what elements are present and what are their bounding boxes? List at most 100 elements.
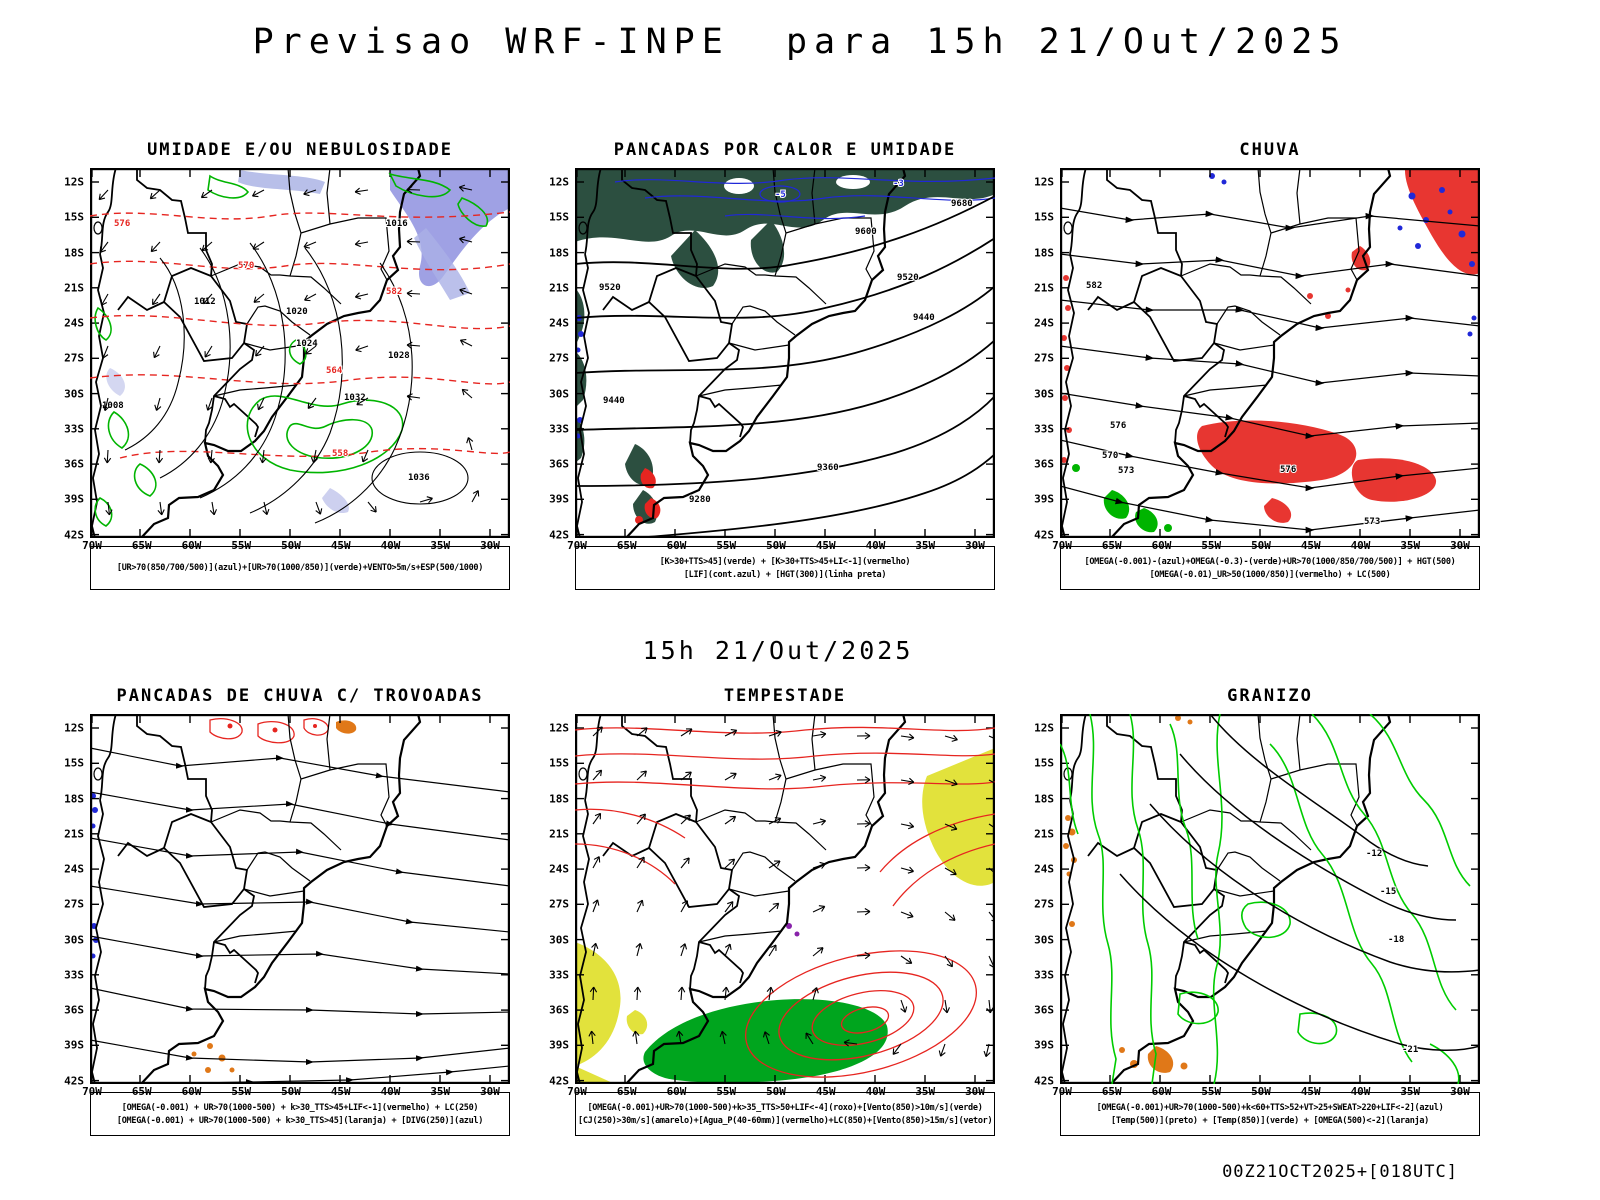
panel-grid: UMIDADE E/OU NEBULOSIDADE 12S 15S 18S 21S 24… xyxy=(64,140,1480,1136)
panel-title: CHUVA xyxy=(1239,140,1301,160)
longitude-axis: 70W 65W 60W 55W 50W 45W 40W 35W 30W xyxy=(1052,538,1480,554)
axis-tick-label: 15S xyxy=(1034,210,1054,224)
axis-tick-label: 21S xyxy=(549,827,569,841)
humidity-shading xyxy=(106,168,510,514)
valid-time-label: 15h 21/Out/2025 xyxy=(642,636,914,665)
svg-text:9360: 9360 xyxy=(817,463,839,473)
axis-tick-label: 55W xyxy=(716,1085,737,1098)
svg-text:1020: 1020 xyxy=(286,307,308,317)
axis-tick-label: 30W xyxy=(480,1085,500,1098)
svg-text:-21: -21 xyxy=(1402,1045,1418,1055)
storm-fill-areas xyxy=(575,748,995,1084)
map-canvas-umidade: 576 570 582 564 558 1008 1012 1016 1020 … xyxy=(90,168,510,538)
contour-labels: 576 570 582 564 558 1008 1012 1016 1020 … xyxy=(101,218,431,484)
axis-tick-label: 39S xyxy=(1034,492,1054,506)
axis-tick-label: 35W xyxy=(430,539,451,552)
axis-tick-label: 18S xyxy=(549,246,569,260)
caption-line: [OMEGA(-0.001)+UR>70(1000-500)+k<60+TTS>… xyxy=(1096,1102,1444,1113)
axis-tick-label: 55W xyxy=(231,539,252,552)
svg-text:576: 576 xyxy=(1110,421,1126,431)
forecast-panel-umidade: UMIDADE E/OU NEBULOSIDADE 12S 15S 18S 21S 24… xyxy=(64,140,510,590)
axis-tick-label: 33S xyxy=(1034,422,1054,436)
axis-tick-label: 55W xyxy=(716,539,737,552)
latitude-axis: 12S 15S 18S 21S 24S 27S 30S 33S 36S 39S 42S xyxy=(1026,714,1056,1088)
axis-tick-label: 50W xyxy=(766,1085,786,1098)
axis-tick-label: 30S xyxy=(549,933,569,947)
axis-tick-label: 18S xyxy=(64,792,84,806)
caption-line: [OMEGA(-0.001)+UR>70(1000-500)+k>35_TTS>… xyxy=(587,1102,983,1113)
axis-tick-label: 30S xyxy=(64,387,84,401)
forecast-panel-granizo: GRANIZO 12S 15S 18S 21S 24S 27S 30S 33S 36S 39S 42… xyxy=(1034,686,1480,1136)
axis-tick-label: 21S xyxy=(549,281,569,295)
axis-tick-label: 40W xyxy=(865,1085,886,1098)
caption-box: [OMEGA(-0.001)+UR>70(1000-500)+k>35_TTS>… xyxy=(575,1092,995,1136)
axis-tick-label: 15S xyxy=(549,210,569,224)
axis-tick-label: 45W xyxy=(815,539,836,552)
map-granizo: 12S 15S 18S 21S 24S 27S 30S 33S 36S 39S 42S xyxy=(1034,714,1480,1098)
svg-text:9440: 9440 xyxy=(603,396,625,406)
svg-text:570: 570 xyxy=(238,261,254,271)
forecast-panel-trovoadas: PANCADAS DE CHUVA C/ TROVOADAS 12S 15S 18S… xyxy=(64,686,510,1136)
svg-text:9440: 9440 xyxy=(913,313,935,323)
axis-tick-label: 39S xyxy=(549,492,569,506)
latitude-axis: 12S 15S 18S 21S 24S 27S 30S 33S 36S 39S 42S xyxy=(56,168,86,542)
axis-tick-label: 35W xyxy=(1400,1085,1421,1098)
caption-line: [K>30+TTS>45](verde) + [K>30+TTS>45+LI<-… xyxy=(659,556,911,567)
axis-tick-label: 33S xyxy=(64,968,84,982)
axis-tick-label: 42S xyxy=(549,528,569,542)
map-trovoadas: 12S 15S 18S 21S 24S 27S 30S 33S 36S 39S 42S xyxy=(64,714,510,1098)
longitude-axis: 70W 65W 60W 55W 50W 45W 40W 35W 30W xyxy=(82,538,510,554)
axis-tick-label: 60W xyxy=(1151,1085,1172,1098)
axis-tick-label: 39S xyxy=(64,1038,84,1052)
axis-tick-label: 12S xyxy=(549,175,569,189)
axis-tick-label: 36S xyxy=(64,1003,84,1017)
svg-text:-5: -5 xyxy=(775,190,786,200)
svg-text:9600: 9600 xyxy=(855,227,877,237)
caption-line: [OMEGA(-0.001)-(azul)+OMEGA(-0.3)-(verde… xyxy=(1084,556,1456,567)
svg-text:1024: 1024 xyxy=(296,339,318,349)
map-chuva: 12S 15S 18S 21S 24S 27S 30S 33S 36S 39S 42S xyxy=(1034,168,1480,552)
axis-tick-label: 60W xyxy=(1151,539,1172,552)
axis-tick-label: 50W xyxy=(1251,1085,1271,1098)
svg-text:582: 582 xyxy=(1086,281,1102,291)
lc850-red-contours xyxy=(575,726,995,1078)
axis-tick-label: 15S xyxy=(1034,756,1054,770)
axis-tick-label: 40W xyxy=(380,1085,401,1098)
axis-tick-label: 42S xyxy=(1034,1074,1054,1088)
axis-tick-label: 39S xyxy=(1034,1038,1054,1052)
axis-tick-label: 70W xyxy=(82,1085,102,1098)
axis-tick-label: 65W xyxy=(131,1085,152,1098)
longitude-axis: 70W 65W 60W 55W 50W 45W 40W 35W 30W xyxy=(82,1084,510,1100)
axis-tick-label: 12S xyxy=(549,721,569,735)
longitude-axis: 70W 65W 60W 55W 50W 45W 40W 35W 30W xyxy=(567,538,995,554)
svg-text:573: 573 xyxy=(1364,517,1380,527)
axis-tick-label: 21S xyxy=(1034,281,1054,295)
axis-tick-label: 40W xyxy=(380,539,401,552)
map-canvas-chuva: 582 576 570 573 576 573 xyxy=(1060,168,1480,538)
svg-text:9680: 9680 xyxy=(951,199,973,209)
map-canvas-trovoadas xyxy=(90,714,510,1084)
axis-tick-label: 60W xyxy=(181,1085,202,1098)
axis-tick-label: 12S xyxy=(1034,721,1054,735)
axis-tick-label: 12S xyxy=(64,175,84,189)
axis-tick-label: 50W xyxy=(1251,539,1271,552)
svg-text:-3: -3 xyxy=(893,179,904,189)
axis-tick-label: 55W xyxy=(1201,539,1222,552)
hail-orange-areas xyxy=(1063,715,1193,1073)
axis-tick-label: 45W xyxy=(1300,1085,1321,1098)
svg-text:570: 570 xyxy=(1102,451,1118,461)
axis-tick-label: 40W xyxy=(1350,539,1371,552)
axis-tick-label: 24S xyxy=(1034,316,1054,330)
axis-tick-label: 55W xyxy=(231,1085,252,1098)
axis-tick-label: 50W xyxy=(281,539,301,552)
axis-tick-label: 70W xyxy=(1052,539,1072,552)
axis-tick-label: 45W xyxy=(330,539,351,552)
axis-tick-label: 42S xyxy=(1034,528,1054,542)
caption-line: [Temp(500)](preto) + [Temp(850)](verde) … xyxy=(1111,1115,1429,1126)
axis-tick-label: 55W xyxy=(1201,1085,1222,1098)
forecast-panel-tempestade: TEMPESTADE 12S 15S 18S 21S 24S 27S 30S 33S 36S 39… xyxy=(549,686,995,1136)
axis-tick-label: 30W xyxy=(1450,539,1470,552)
map-pancadas-calor: 12S 15S 18S 21S 24S 27S 30S 33S 36S 39S 42S xyxy=(549,168,995,552)
axis-tick-label: 40W xyxy=(1350,1085,1371,1098)
svg-text:9520: 9520 xyxy=(897,273,919,283)
